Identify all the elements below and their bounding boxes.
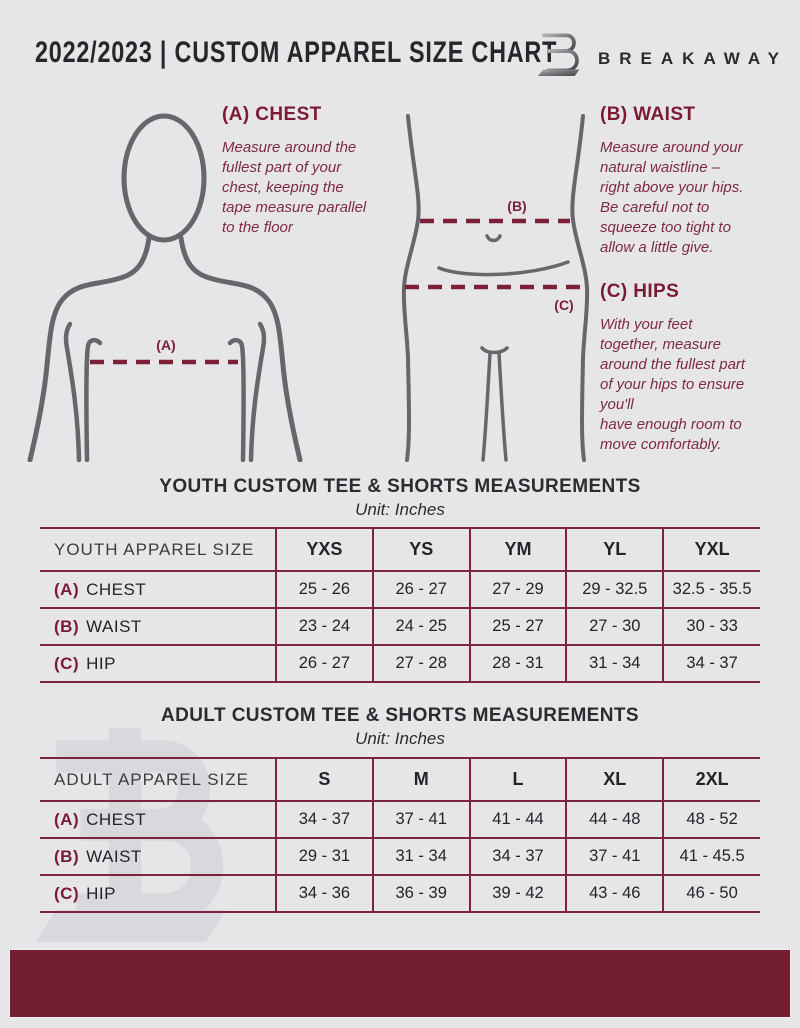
breakaway-logo-icon [537, 28, 580, 76]
youth-waist-label: (B) WAIST [40, 608, 276, 646]
table-cell: 31 - 34 [565, 645, 664, 682]
youth-size-yl: YL [565, 528, 664, 572]
adult-size-xl: XL [565, 758, 664, 802]
adult-size-table: ADULT APPAREL SIZE S M L XL 2XL (A) CHEST… [40, 757, 760, 913]
chest-measurement-figure: (A) [27, 113, 303, 462]
youth-unit-label: Unit: Inches [355, 500, 445, 519]
table-cell: 48 - 52 [662, 801, 760, 839]
youth-hip-label: (C) HIP [54, 653, 116, 673]
table-row: (B) WAIST 23 - 24 24 - 25 25 - 27 27 - 30… [40, 608, 760, 646]
hips-instructions: (C) HIPS With your feet together, measur… [600, 281, 795, 455]
adult-size-m: M [371, 758, 470, 802]
table-cell: 31 - 34 [371, 838, 470, 876]
hips-body-text: With your feet together, measure around … [600, 316, 746, 453]
table-row: (A) CHEST 34 - 37 37 - 41 41 - 44 44 - 48… [40, 801, 760, 839]
brand-name: BREAKAWAY [598, 49, 788, 68]
table-cell: 44 - 48 [565, 801, 664, 839]
table-cell: 37 - 41 [565, 838, 664, 876]
table-cell: 27 - 29 [468, 571, 567, 609]
waist-hips-measurement-figure: (B) (C) [401, 114, 590, 462]
table-cell: 27 - 30 [565, 608, 664, 646]
waist-line-label: (B) [507, 198, 526, 214]
waist-body-text: Measure around your natural waistline – … [600, 139, 744, 256]
chest-body-text: Measure around the fullest part of your … [222, 139, 367, 236]
table-cell: 43 - 46 [565, 875, 664, 912]
hips-line-label: (C) [554, 297, 573, 313]
table-cell: 34 - 37 [468, 838, 567, 876]
table-cell: 36 - 39 [371, 875, 470, 912]
table-cell: 26 - 27 [371, 571, 470, 609]
table-cell: 23 - 24 [275, 608, 373, 646]
youth-section-title: YOUTH CUSTOM TEE & SHORTS MEASUREMENTS [159, 476, 641, 497]
footer-bar [9, 949, 791, 1018]
table-cell: 41 - 44 [468, 801, 567, 839]
table-row: (C) HIP 26 - 27 27 - 28 28 - 31 31 - 34 3… [40, 645, 760, 682]
adult-section-title: ADULT CUSTOM TEE & SHORTS MEASUREMENTS [161, 705, 639, 726]
youth-chest-label: (A) CHEST [40, 571, 276, 609]
adult-header-row: ADULT APPAREL SIZE S M L XL 2XL [40, 758, 760, 802]
chest-line-label: (A) [156, 337, 175, 353]
table-cell: 34 - 36 [275, 875, 373, 912]
table-cell: 25 - 27 [468, 608, 567, 646]
adult-size-column-header: ADULT APPAREL SIZE [40, 758, 276, 802]
table-cell: 34 - 37 [275, 801, 373, 839]
table-cell: 27 - 28 [371, 645, 470, 682]
table-cell: 41 - 45.5 [662, 838, 760, 876]
page-title: 2022/2023 | CUSTOM APPAREL SIZE CHART [35, 36, 558, 69]
adult-size-s: S [275, 758, 373, 802]
waist-instructions: (B) WAIST Measure around your natural wa… [600, 104, 795, 258]
table-cell: 28 - 31 [468, 645, 567, 682]
table-row: (B) WAIST 29 - 31 31 - 34 34 - 37 37 - 41… [40, 838, 760, 876]
waist-heading: (B) WAIST [600, 104, 696, 125]
youth-size-yxl: YXL [662, 528, 760, 572]
table-cell: 34 - 37 [662, 645, 760, 682]
table-cell: 32.5 - 35.5 [662, 571, 760, 609]
table-row: (A) CHEST 25 - 26 26 - 27 27 - 29 29 - 32… [40, 571, 760, 609]
adult-hip-label: (C) HIP [54, 883, 116, 903]
youth-size-ys: YS [371, 528, 470, 572]
table-cell: 30 - 33 [662, 608, 760, 646]
youth-size-ym: YM [468, 528, 567, 572]
table-cell: 29 - 31 [275, 838, 373, 876]
youth-size-yxs: YXS [275, 528, 373, 572]
table-cell: 24 - 25 [371, 608, 470, 646]
table-row: (C) HIP 34 - 36 36 - 39 39 - 42 43 - 46 4… [40, 875, 760, 912]
hips-heading: (C) HIPS [600, 281, 680, 302]
table-cell: 37 - 41 [371, 801, 470, 839]
adult-size-l: L [468, 758, 567, 802]
youth-header-row: YOUTH APPAREL SIZE YXS YS YM YL YXL [40, 528, 760, 572]
figure-head [121, 113, 207, 243]
table-cell: 26 - 27 [275, 645, 373, 682]
table-cell: 39 - 42 [468, 875, 567, 912]
adult-unit-label: Unit: Inches [355, 729, 445, 748]
adult-size-2xl: 2XL [662, 758, 760, 802]
chest-instructions: (A) CHEST Measure around the fullest par… [222, 104, 400, 238]
brand-lockup: BREAKAWAY [536, 26, 788, 78]
youth-size-column-header: YOUTH APPAREL SIZE [40, 528, 276, 572]
table-cell: 46 - 50 [662, 875, 760, 912]
table-cell: 29 - 32.5 [565, 571, 664, 609]
youth-size-table: YOUTH APPAREL SIZE YXS YS YM YL YXL (A) C… [40, 527, 760, 683]
chest-heading: (A) CHEST [222, 104, 322, 125]
table-cell: 25 - 26 [275, 571, 373, 609]
adult-chest-label: (A) CHEST [40, 801, 276, 839]
adult-waist-label: (B) WAIST [40, 838, 276, 876]
